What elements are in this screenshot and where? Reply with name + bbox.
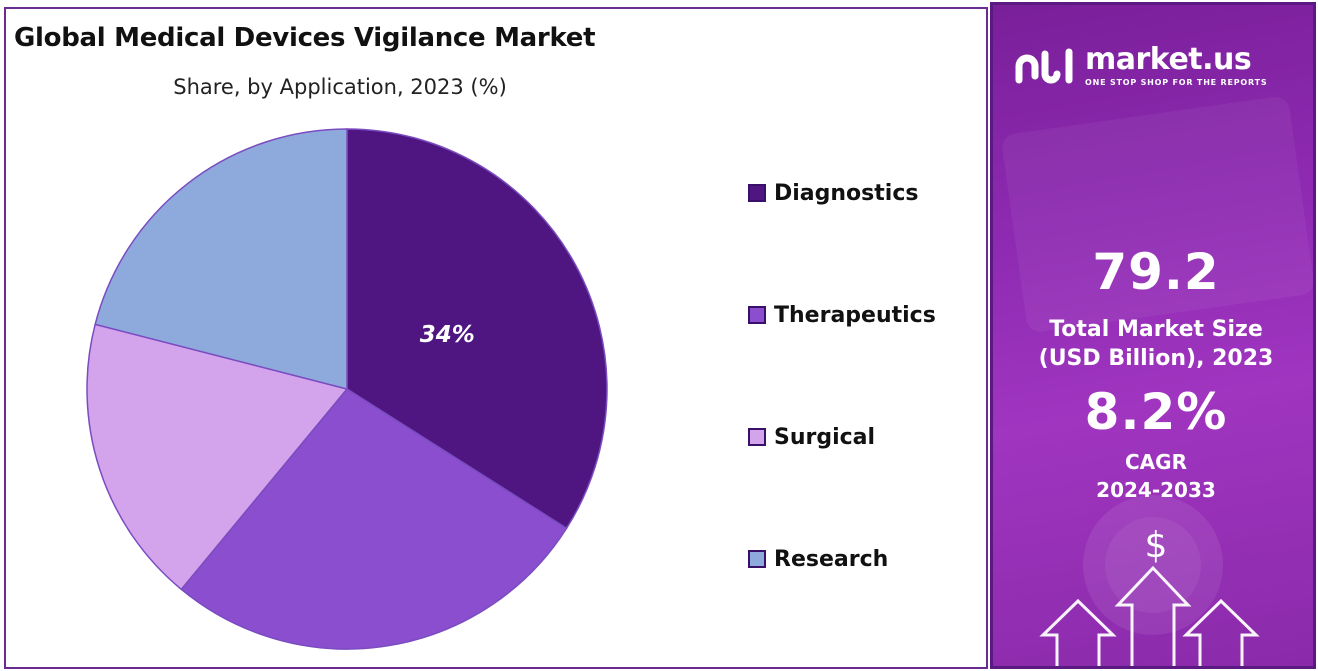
chart-subtitle: Share, by Application, 2023 (%): [173, 75, 507, 99]
legend-item-diagnostics: Diagnostics: [748, 176, 918, 210]
pie-slice-research: [94, 128, 348, 390]
market-size-value: 79.2: [1092, 243, 1220, 301]
rising-arrows-graphic: [1002, 96, 1313, 666]
pie-slice-diagnostics: [346, 128, 608, 530]
brand-name: market.us: [1085, 42, 1252, 77]
data-label-diagnostics: 34%: [420, 322, 475, 348]
market-us-logo-icon: [1015, 48, 1073, 84]
legend-swatch: [748, 184, 766, 202]
legend-swatch: [748, 550, 766, 568]
legend-label: Therapeutics: [774, 302, 936, 328]
legend-label: Surgical: [774, 424, 876, 450]
legend-item-surgical: Surgical: [748, 420, 875, 454]
legend-label: Research: [774, 546, 889, 572]
legend-item-research: Research: [748, 542, 888, 576]
cagr-label-line2: 2024-2033: [1096, 478, 1216, 502]
pie-slice-therapeutics: [180, 388, 568, 650]
cagr-label-line1: CAGR: [1125, 450, 1187, 474]
brand-tagline: ONE STOP SHOP FOR THE REPORTS: [1085, 78, 1268, 87]
market-size-label-line2: (USD Billion), 2023: [1038, 346, 1274, 371]
cagr-value: 8.2%: [1084, 383, 1228, 441]
legend-label: Diagnostics: [774, 180, 919, 206]
legend-item-therapeutics: Therapeutics: [748, 298, 936, 332]
chart-title: Global Medical Devices Vigilance Market: [14, 23, 596, 53]
market-summary-panel: market.us ONE STOP SHOP FOR THE REPORTS …: [990, 2, 1316, 669]
market-size-label-line1: Total Market Size: [1049, 317, 1263, 342]
pie-slice-surgical: [86, 323, 349, 591]
brand: market.us ONE STOP SHOP FOR THE REPORTS: [1013, 45, 1267, 87]
legend-swatch: [748, 306, 766, 324]
dollar-icon: $: [1144, 525, 1168, 566]
pie-chart: 34%: [86, 128, 608, 650]
legend-swatch: [748, 428, 766, 446]
